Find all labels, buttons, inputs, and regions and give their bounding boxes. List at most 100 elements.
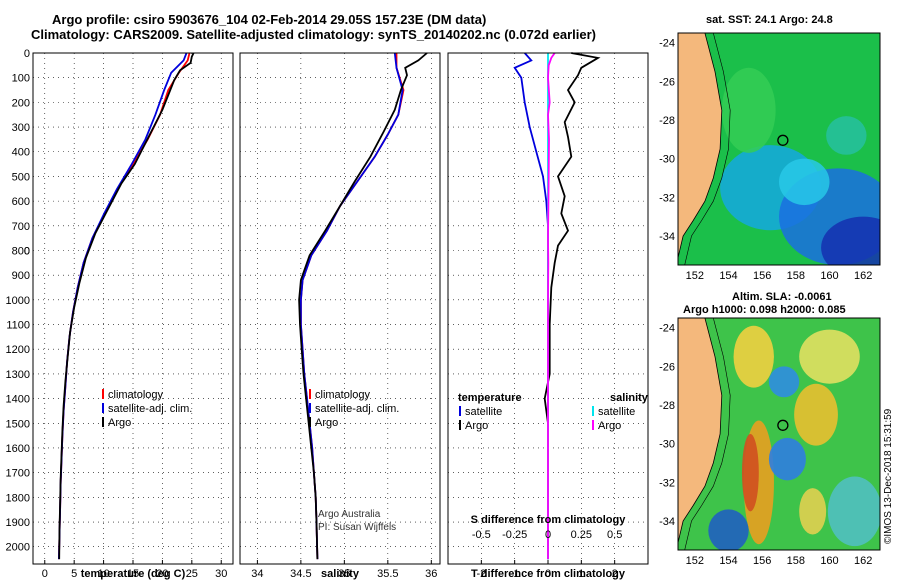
argo-float-marker [777, 134, 789, 146]
shelf-contour [684, 318, 731, 550]
map-lat-tick-label: -26 [659, 361, 675, 373]
credit-line-2: PI: Susan Wijffels [318, 522, 396, 533]
top-x-tick-label: 0.25 [571, 529, 592, 541]
x-tick-label: 30 [215, 568, 227, 580]
sst-blob [779, 158, 830, 206]
map-lon-tick-label: 162 [854, 555, 872, 567]
sla-blob [768, 366, 800, 398]
series-line-climatology [58, 52, 191, 560]
map-lat-tick-label: -28 [659, 115, 675, 127]
map-lat-tick-label: -24 [659, 323, 675, 335]
sla-blob [768, 437, 806, 481]
x-tick-label: 1 [578, 568, 584, 580]
y-tick-label: 1100 [6, 320, 30, 332]
y-tick-label: 1600 [6, 443, 30, 455]
top-axis-label: S difference from climatology [471, 514, 627, 526]
sla-blob [799, 329, 860, 384]
map-lat-tick-label: -30 [659, 439, 675, 451]
series-line-argo [58, 52, 195, 560]
y-tick-label: 1900 [6, 517, 30, 529]
series-line-temperature-argo [543, 52, 601, 560]
sla-blob [827, 476, 880, 547]
x-tick-label: 35 [338, 568, 350, 580]
y-tick-label: 1800 [6, 492, 30, 504]
map-lon-tick-label: 156 [753, 555, 771, 567]
map-lon-tick-label: 154 [719, 270, 737, 282]
legend-heading-temperature: temperature [458, 392, 522, 404]
x-tick-label: 34.5 [290, 568, 311, 580]
legend-entry: Argo [465, 420, 488, 432]
y-tick-label: 2000 [6, 542, 30, 554]
x-tick-label: 35.5 [377, 568, 398, 580]
plot-frame [239, 52, 441, 565]
map-lon-tick-label: 162 [854, 270, 872, 282]
panel-difference [447, 52, 649, 565]
y-tick-label: 800 [12, 245, 30, 257]
legend-entry: satellite [465, 406, 502, 418]
legend-entry: climatology [315, 389, 371, 401]
sst-blob [826, 116, 867, 155]
y-tick-label: 500 [12, 171, 30, 183]
sla-blob [794, 383, 838, 446]
map-lat-tick-label: -32 [659, 192, 675, 204]
sla-map-subtitle: Argo h1000: 0.098 h2000: 0.085 [683, 304, 846, 316]
sst-map-title: sat. SST: 24.1 Argo: 24.8 [706, 14, 833, 26]
top-x-tick-label: -0.25 [502, 529, 527, 541]
x-tick-label: 36 [425, 568, 437, 580]
map-lat-tick-label: -32 [659, 477, 675, 489]
sst-blob [721, 67, 776, 153]
map-frame [677, 32, 881, 266]
map-lat-tick-label: -30 [659, 154, 675, 166]
map-lon-tick-label: 160 [820, 555, 838, 567]
map-frame [677, 317, 881, 551]
series-line-satellite-adj-clim- [58, 52, 188, 560]
legend-entry: satellite [598, 406, 635, 418]
x-tick-label: 0 [42, 568, 48, 580]
sla-blob [708, 509, 749, 550]
y-tick-label: 700 [12, 221, 30, 233]
map-lon-tick-label: 158 [787, 555, 805, 567]
y-tick-label: 600 [12, 196, 30, 208]
legend-entry: satellite-adj. clim. [315, 403, 399, 415]
y-tick-label: 1200 [6, 344, 30, 356]
plot-frame [32, 52, 234, 565]
top-x-tick-label: 0 [545, 529, 551, 541]
y-tick-label: 300 [12, 122, 30, 134]
sla-blob [741, 434, 759, 512]
y-tick-label: 100 [12, 73, 30, 85]
y-tick-label: 0 [24, 48, 30, 60]
map-lat-tick-label: -34 [659, 231, 675, 243]
map-sla_map [677, 317, 881, 551]
figure-title-line-1: Argo profile: csiro 5903676_104 02-Feb-2… [52, 12, 487, 27]
y-tick-label: 1400 [6, 394, 30, 406]
panel-salinity [239, 52, 441, 565]
map-lat-tick-label: -24 [659, 38, 675, 50]
map-field [678, 33, 880, 265]
x-axis-label: temperature (deg C) [81, 568, 186, 580]
credit-line-1: Argo Australia [318, 509, 381, 520]
land-mass [678, 318, 723, 550]
map-lat-tick-label: -26 [659, 76, 675, 88]
y-tick-label: 1500 [6, 418, 30, 430]
x-tick-label: 10 [97, 568, 109, 580]
y-tick-label: 0 [24, 245, 30, 257]
sst-blob [821, 216, 880, 265]
map-lon-tick-label: 160 [820, 270, 838, 282]
y-tick-label: 1300 [6, 369, 30, 381]
x-tick-label: -1 [510, 568, 520, 580]
plot-frame [447, 52, 649, 565]
series-line-temperature-satellite [513, 52, 549, 560]
top-x-tick-label: 0.5 [607, 529, 622, 541]
y-tick-label: 1700 [6, 468, 30, 480]
shelf-contour [684, 33, 731, 265]
legend-entry: Argo [598, 420, 621, 432]
panel-temperature [32, 52, 234, 565]
map-lon-tick-label: 152 [686, 270, 704, 282]
y-tick-label: 900 [12, 270, 30, 282]
x-tick-label: 25 [186, 568, 198, 580]
argo-float-marker [777, 419, 789, 431]
map-lat-tick-label: -34 [659, 516, 675, 528]
legend-entry: climatology [108, 389, 164, 401]
legend-entry: Argo [315, 417, 338, 429]
